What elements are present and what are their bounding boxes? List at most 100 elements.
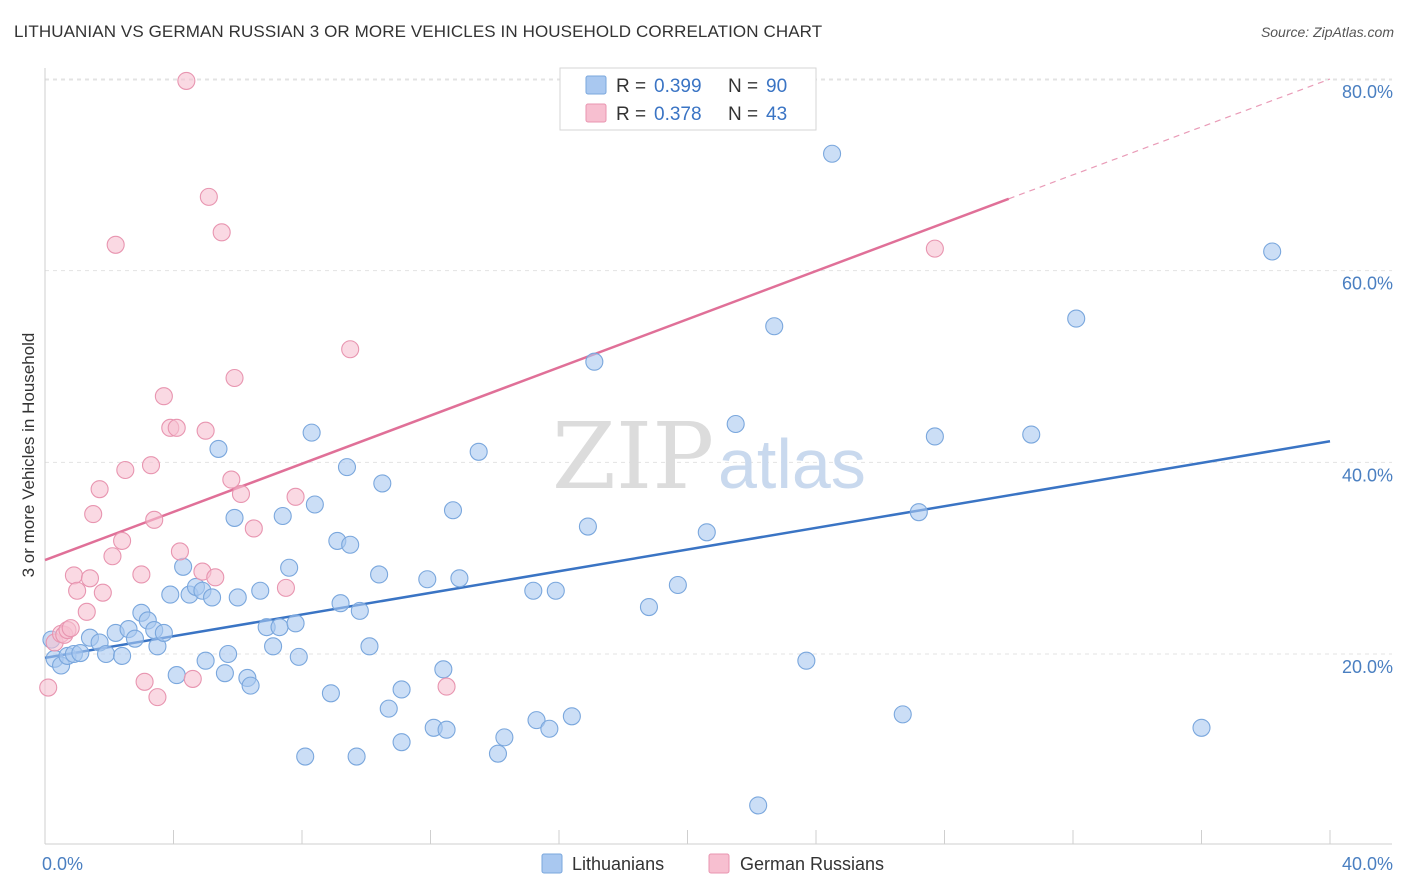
point-1-25 xyxy=(170,542,189,561)
point-0-46 xyxy=(331,594,350,613)
point-0-26 xyxy=(209,439,228,458)
y-tick-label-80: 80.0% xyxy=(1342,82,1393,102)
point-1-5 xyxy=(61,619,80,638)
point-0-64 xyxy=(488,744,508,763)
point-1-19 xyxy=(141,456,161,475)
point-1-17 xyxy=(132,565,151,584)
point-0-67 xyxy=(527,711,546,730)
series-swatch-lithuanians xyxy=(541,853,563,874)
legend-r-value-2: 0.378 xyxy=(654,104,702,125)
point-1-26 xyxy=(177,71,196,90)
chart-title: LITHUANIAN VS GERMAN RUSSIAN 3 OR MORE V… xyxy=(14,22,823,41)
point-0-12 xyxy=(125,629,144,648)
point-0-30 xyxy=(228,588,247,607)
series-label-lithuanians: Lithuanians xyxy=(572,854,664,874)
point-1-7 xyxy=(68,581,87,600)
point-0-86 xyxy=(1192,718,1211,737)
axes xyxy=(44,68,1392,845)
point-1-41 xyxy=(925,239,944,258)
point-0-50 xyxy=(347,747,366,766)
point-1-15 xyxy=(113,531,132,550)
point-1-9 xyxy=(80,569,100,588)
point-0-41 xyxy=(296,747,315,766)
point-0-80 xyxy=(823,144,842,163)
point-0-43 xyxy=(305,495,324,514)
point-0-55 xyxy=(392,733,411,752)
point-0-87 xyxy=(1263,242,1282,261)
trend-line-german-russians xyxy=(44,197,1010,562)
point-0-36 xyxy=(270,618,289,637)
point-0-33 xyxy=(251,581,270,600)
point-0-27 xyxy=(215,664,234,683)
point-1-20 xyxy=(145,510,164,529)
legend-swatch-blue xyxy=(585,75,607,95)
point-0-84 xyxy=(1022,425,1041,444)
point-0-72 xyxy=(585,352,604,371)
legend-n-value-1: 90 xyxy=(766,76,787,97)
point-1-36 xyxy=(244,519,263,538)
point-1-37 xyxy=(276,578,295,597)
point-0-77 xyxy=(749,796,768,815)
point-1-40 xyxy=(437,677,456,696)
series-german-russians xyxy=(39,71,944,707)
point-0-81 xyxy=(893,705,912,724)
point-1-27 xyxy=(183,669,202,688)
point-0-42 xyxy=(302,423,321,442)
legend-r-value-1: 0.399 xyxy=(654,76,702,97)
point-0-74 xyxy=(668,575,687,595)
point-0-76 xyxy=(726,414,745,434)
x-tick-label-min: 0.0% xyxy=(42,854,83,874)
point-1-13 xyxy=(103,547,122,566)
point-0-25 xyxy=(203,588,222,607)
point-0-56 xyxy=(392,680,411,699)
point-1-0 xyxy=(39,678,58,697)
point-1-14 xyxy=(106,235,125,254)
legend-n-value-2: 43 xyxy=(766,104,787,125)
source-label: Source: ZipAtlas.com xyxy=(1260,24,1394,40)
point-0-48 xyxy=(341,535,360,554)
point-0-70 xyxy=(562,707,581,726)
data-points xyxy=(39,71,1282,815)
series-legend: Lithuanians German Russians xyxy=(541,853,884,874)
point-0-8 xyxy=(96,644,116,664)
point-0-53 xyxy=(373,474,392,493)
point-1-33 xyxy=(222,470,241,489)
legend-r-label-2: R = xyxy=(616,104,646,125)
watermark-atlas: atlas xyxy=(718,425,866,503)
point-0-60 xyxy=(437,720,456,739)
point-0-18 xyxy=(161,585,180,604)
point-0-24 xyxy=(196,651,215,670)
point-0-66 xyxy=(524,581,543,600)
series-swatch-german-russians xyxy=(708,853,730,874)
point-1-18 xyxy=(135,672,154,691)
point-0-79 xyxy=(797,651,816,670)
point-0-68 xyxy=(540,719,559,738)
point-0-75 xyxy=(697,523,716,542)
y-tick-label-40: 40.0% xyxy=(1342,465,1393,485)
point-0-54 xyxy=(379,699,398,718)
y-tick-label-60: 60.0% xyxy=(1342,274,1393,294)
point-0-19 xyxy=(167,666,186,685)
point-0-37 xyxy=(273,506,292,526)
point-0-32 xyxy=(241,676,260,695)
point-0-57 xyxy=(418,570,437,589)
point-0-73 xyxy=(639,597,659,617)
point-0-10 xyxy=(113,646,132,665)
legend-r-label-1: R = xyxy=(616,76,646,97)
point-0-62 xyxy=(450,569,469,588)
point-1-30 xyxy=(196,421,215,440)
legend-n-label-2: N = xyxy=(728,104,758,125)
legend-swatch-pink xyxy=(585,103,607,123)
series-lithuanians xyxy=(42,144,1282,815)
point-1-29 xyxy=(199,187,218,206)
watermark: ZIP atlas xyxy=(552,403,866,510)
point-0-35 xyxy=(264,637,283,656)
point-1-38 xyxy=(286,487,305,506)
point-0-44 xyxy=(321,684,340,703)
point-0-59 xyxy=(434,660,453,679)
point-0-17 xyxy=(154,623,173,642)
point-1-32 xyxy=(212,223,231,242)
point-1-39 xyxy=(341,340,360,359)
point-0-39 xyxy=(286,614,305,633)
